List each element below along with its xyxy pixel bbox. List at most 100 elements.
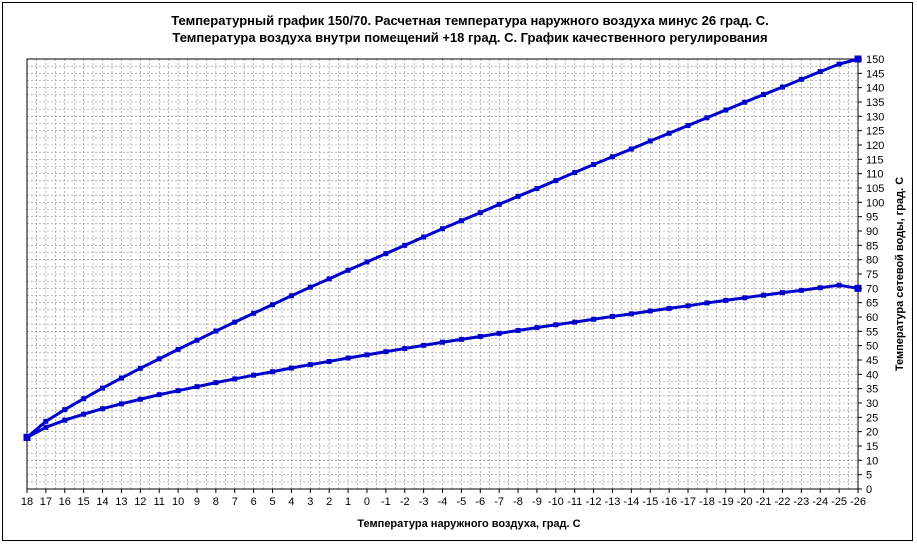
series-1-point xyxy=(383,251,389,257)
x-tick-label: 17 xyxy=(40,496,52,508)
series-1-point xyxy=(62,407,68,413)
x-tick-label: 11 xyxy=(153,496,164,508)
x-tick-label: -25 xyxy=(831,496,847,508)
series-2-point xyxy=(383,349,389,355)
y-tick-label: 135 xyxy=(866,97,884,109)
series-2-point xyxy=(798,287,804,293)
y-tick-label: 0 xyxy=(866,484,872,496)
series-1-point xyxy=(270,302,276,308)
y-tick-label: 120 xyxy=(866,140,884,152)
series-1-point xyxy=(194,337,200,343)
x-tick-label: 4 xyxy=(288,496,294,508)
x-axis-label: Температура наружного воздуха, град. С xyxy=(357,518,580,530)
x-tick-label: -8 xyxy=(513,496,523,508)
x-tick-label: 16 xyxy=(59,496,71,508)
y-tick-label: 140 xyxy=(866,83,884,95)
x-tick-label: 0 xyxy=(364,496,370,508)
x-tick-label: -6 xyxy=(475,496,485,508)
x-tick-label: 2 xyxy=(326,496,332,508)
grid xyxy=(26,58,859,490)
axis-ticks: 18 17 16 15 14 13 12 11 10 9 8 7 6 5 4 3 2 1 0 -1 -2 -3 -4 -5 -6… xyxy=(21,54,884,508)
series-2-point xyxy=(572,319,578,325)
series-2-point xyxy=(232,376,238,382)
x-tick-label: -13 xyxy=(605,496,621,508)
series-2-point xyxy=(723,297,729,303)
series-1-point xyxy=(609,154,615,160)
x-tick-label: -21 xyxy=(756,496,772,508)
y-tick-label: 150 xyxy=(866,54,884,66)
series-2-point xyxy=(62,417,68,423)
series-1-point xyxy=(798,76,804,82)
series-2-point xyxy=(685,303,691,309)
x-tick-label: -1 xyxy=(381,496,391,508)
y-tick-label: 90 xyxy=(866,226,878,238)
series-1-point xyxy=(666,130,672,136)
y-tick-label: 5 xyxy=(866,470,872,482)
series-2-point xyxy=(288,365,294,371)
series-1-point xyxy=(779,84,785,90)
series-1-point xyxy=(156,356,162,362)
series-2-point xyxy=(779,290,785,296)
y-tick-label: 40 xyxy=(866,369,878,381)
series-1-point xyxy=(704,115,710,121)
y-tick-label: 30 xyxy=(866,398,878,410)
x-tick-label: 3 xyxy=(307,496,313,508)
series-2-point xyxy=(326,358,332,364)
x-tick-label: -18 xyxy=(699,496,715,508)
series-2-point xyxy=(137,396,143,402)
series-2-point xyxy=(440,339,445,345)
series-1-point xyxy=(742,99,748,105)
x-tick-label: -22 xyxy=(775,496,791,508)
series-2-point xyxy=(345,355,351,361)
series-2-point xyxy=(118,401,124,407)
series-1-point xyxy=(307,284,313,290)
y-tick-label: 115 xyxy=(866,154,884,166)
series-1-point xyxy=(647,138,653,144)
series-1-point xyxy=(723,107,729,113)
x-tick-label: -5 xyxy=(456,496,466,508)
series-1-point xyxy=(440,226,445,232)
series-1-point xyxy=(137,365,143,371)
series-1-point xyxy=(251,310,257,316)
y-tick-label: 125 xyxy=(866,126,884,138)
y-tick-label: 130 xyxy=(866,111,884,123)
x-tick-label: -11 xyxy=(567,496,582,508)
series-2-point xyxy=(609,313,615,319)
x-tick-label: 15 xyxy=(78,496,90,508)
series-1-point xyxy=(43,418,49,424)
series-2-point xyxy=(742,295,748,301)
series-1-point xyxy=(553,178,559,184)
x-tick-label: -9 xyxy=(532,496,542,508)
series-1-point xyxy=(232,319,238,325)
series-1-point xyxy=(118,375,124,381)
y-tick-label: 15 xyxy=(866,441,878,453)
series-2-point xyxy=(591,316,597,322)
series-1-point xyxy=(572,170,578,176)
series-2-point xyxy=(175,388,181,394)
chart-title-line1: Температурный график 150/70. Расчетная т… xyxy=(171,13,769,28)
series-2-point xyxy=(458,336,464,342)
y-tick-label: 110 xyxy=(866,169,884,181)
series-1-point xyxy=(817,69,823,75)
y-tick-label: 70 xyxy=(866,283,878,295)
y-tick-label: 145 xyxy=(866,68,884,80)
y-tick-label: 75 xyxy=(866,269,878,281)
x-tick-label: 14 xyxy=(96,496,108,508)
y-tick-label: 35 xyxy=(866,384,878,396)
x-tick-label: 12 xyxy=(134,496,146,508)
x-tick-label: -12 xyxy=(586,496,602,508)
series-2-point xyxy=(628,311,634,317)
series-2-point xyxy=(270,369,276,375)
y-tick-label: 65 xyxy=(866,298,878,310)
chart-title-line2: Температура воздуха внутри помещений +18… xyxy=(172,30,767,45)
series-2-point xyxy=(496,330,502,336)
y-tick-label: 85 xyxy=(866,240,878,252)
series-2-point xyxy=(81,411,87,417)
series-1-point xyxy=(496,201,502,207)
x-tick-label: 6 xyxy=(251,496,257,508)
y-tick-label: 50 xyxy=(866,341,878,353)
series-2-point xyxy=(704,300,710,306)
series-group xyxy=(23,55,862,441)
